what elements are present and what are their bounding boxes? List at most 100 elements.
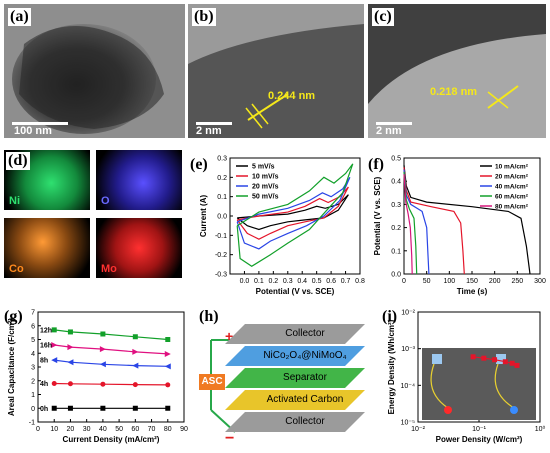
i-ylabel: Energy Density (Wh/cm²) (387, 319, 396, 414)
g-ytick-label: -1 (29, 420, 35, 427)
g-ytick-label: 0 (31, 406, 35, 413)
g-series-label: 8h (40, 358, 48, 365)
g-point (51, 342, 58, 348)
i-xtick-label: 10⁰ (535, 425, 546, 433)
e-series-0 (236, 194, 349, 231)
e-ylabel: Current (A) (199, 195, 208, 238)
g-point (99, 346, 106, 353)
panel-d-label: (d) (6, 152, 30, 170)
g-point (132, 405, 138, 411)
panel-f-gcd-chart: 0 50 100 150 200 250 300 0.0 0.1 0.2 0.3 0.4 0.5 Time… (368, 146, 548, 304)
e-xtick-label: 0.0 (240, 278, 250, 285)
panel-i-chart-svg: 10⁻² 10⁻¹ 10⁰ 10⁻⁵ 10⁻⁴ 10⁻³ 10⁻² Power Density… (387, 310, 546, 445)
panel-f-label: (f) (368, 156, 384, 173)
f-series-0 (403, 164, 531, 275)
panel-c-scale-bar (376, 122, 412, 125)
f-xtick-label: 0 (402, 278, 406, 285)
map-o-label: O (101, 195, 110, 207)
panel-h-label: (h) (199, 308, 219, 325)
g-point (164, 350, 171, 357)
i-ytick-label: 10⁻³ (401, 346, 415, 353)
layer-label-separator: Separator (283, 372, 327, 383)
g-point (67, 329, 73, 335)
g-ytick-label: 4 (31, 351, 35, 358)
f-xtick-label: 100 (443, 278, 455, 285)
g-point (67, 344, 74, 351)
f-ytick-label: 0.4 (391, 179, 401, 186)
f-legend-label: 40 mA/cm² (495, 184, 529, 191)
e-ytick-label: 0.2 (217, 175, 227, 182)
panel-c-sample-image (368, 4, 546, 138)
g-point (67, 359, 74, 366)
f-series-1 (403, 167, 465, 275)
e-xtick-label: 0.5 (312, 278, 322, 285)
g-xtick-label: 60 (131, 426, 139, 433)
map-o: O (96, 150, 182, 210)
e-ytick-label: -0.2 (215, 252, 227, 259)
e-xtick-label: 0.6 (326, 278, 336, 285)
g-point (99, 361, 106, 368)
i-inset-red-led (444, 406, 452, 414)
layer-label-collector-top: Collector (285, 328, 325, 339)
e-xtick-label: 0.3 (283, 278, 293, 285)
f-legend-label: 80 mA/cm² (495, 204, 529, 211)
layer-collector-bottom (225, 412, 365, 432)
g-point (67, 405, 73, 411)
e-xtick-label: 0.8 (355, 278, 365, 285)
i-point (481, 355, 487, 361)
f-xtick-label: 250 (511, 278, 523, 285)
e-series-3 (236, 163, 354, 268)
g-point (100, 405, 106, 411)
g-point (132, 334, 138, 340)
g-series-label: 16h (40, 343, 52, 350)
g-xtick-label: 70 (148, 426, 156, 433)
g-point (51, 357, 58, 364)
i-xtick-label: 10⁻¹ (472, 426, 486, 433)
panel-e-cv-chart: 0.0 0.1 0.2 0.3 0.4 0.5 0.6 0.7 0.8 -0.3 -0.2 -0.1 0… (190, 146, 368, 304)
panel-c-scale-label: 2 nm (376, 125, 402, 137)
panel-a-scale-label: 100 nm (14, 125, 52, 137)
e-legend-label: 5 mV/s (252, 164, 275, 171)
panel-b-tem-image: (b) 0.244 nm 2 nm (188, 4, 364, 138)
layer-collector-top (225, 324, 365, 344)
g-point (165, 405, 171, 411)
g-point (165, 337, 171, 342)
i-inset-wire (430, 363, 449, 409)
map-co-label: Co (9, 263, 24, 275)
plus-terminal: + (225, 328, 234, 344)
panel-b-lattice-spacing: 0.244 nm (268, 90, 316, 102)
e-xlabel: Potential (V vs. SCE) (256, 287, 335, 296)
g-point (132, 382, 138, 388)
panel-g-label: (g) (4, 308, 23, 325)
e-xtick-label: 0.2 (268, 278, 278, 285)
g-series-label: 12h (40, 327, 52, 334)
i-inset-blue-led (510, 406, 518, 414)
g-point (100, 331, 106, 337)
panel-h-device-schematic: (h) + − ASC Collector NiCo₂O₄@NiMoO₄ Sep… (195, 300, 377, 450)
g-ytick-label: 2 (31, 378, 35, 385)
i-inset-wire (494, 363, 515, 409)
g-point (132, 348, 139, 355)
e-legend-label: 20 mV/s (252, 184, 279, 191)
panel-c-label: (c) (372, 8, 394, 26)
map-co: Co (4, 218, 90, 278)
i-ytick-label: 10⁻⁴ (401, 383, 416, 390)
g-ylabel: Areal Capacitance (F/cm²) (7, 318, 16, 417)
g-point (132, 362, 139, 369)
f-ytick-label: 0.2 (391, 225, 401, 232)
e-series-1 (236, 186, 349, 240)
map-mo-label: Mo (101, 263, 117, 275)
panel-a-sample-image (4, 4, 185, 138)
panel-a-tem-image: (a) 100 nm (4, 4, 185, 138)
f-legend-label: 20 mA/cm² (495, 174, 529, 181)
panel-c-tem-image: (c) 0.218 nm 2 nm (368, 4, 546, 138)
layer-label-collector-bottom: Collector (285, 416, 325, 427)
map-mo: Mo (96, 218, 182, 278)
panel-e-chart-svg: 0.0 0.1 0.2 0.3 0.4 0.5 0.6 0.7 0.8 -0.3 -0.2 -0.1 0… (199, 156, 365, 297)
g-ytick-label: 7 (31, 310, 35, 317)
g-xlabel: Current Density (mA/cm²) (63, 435, 160, 444)
f-xtick-label: 50 (423, 278, 431, 285)
f-ytick-label: 0.5 (391, 156, 401, 163)
g-xtick-label: 20 (67, 426, 75, 433)
